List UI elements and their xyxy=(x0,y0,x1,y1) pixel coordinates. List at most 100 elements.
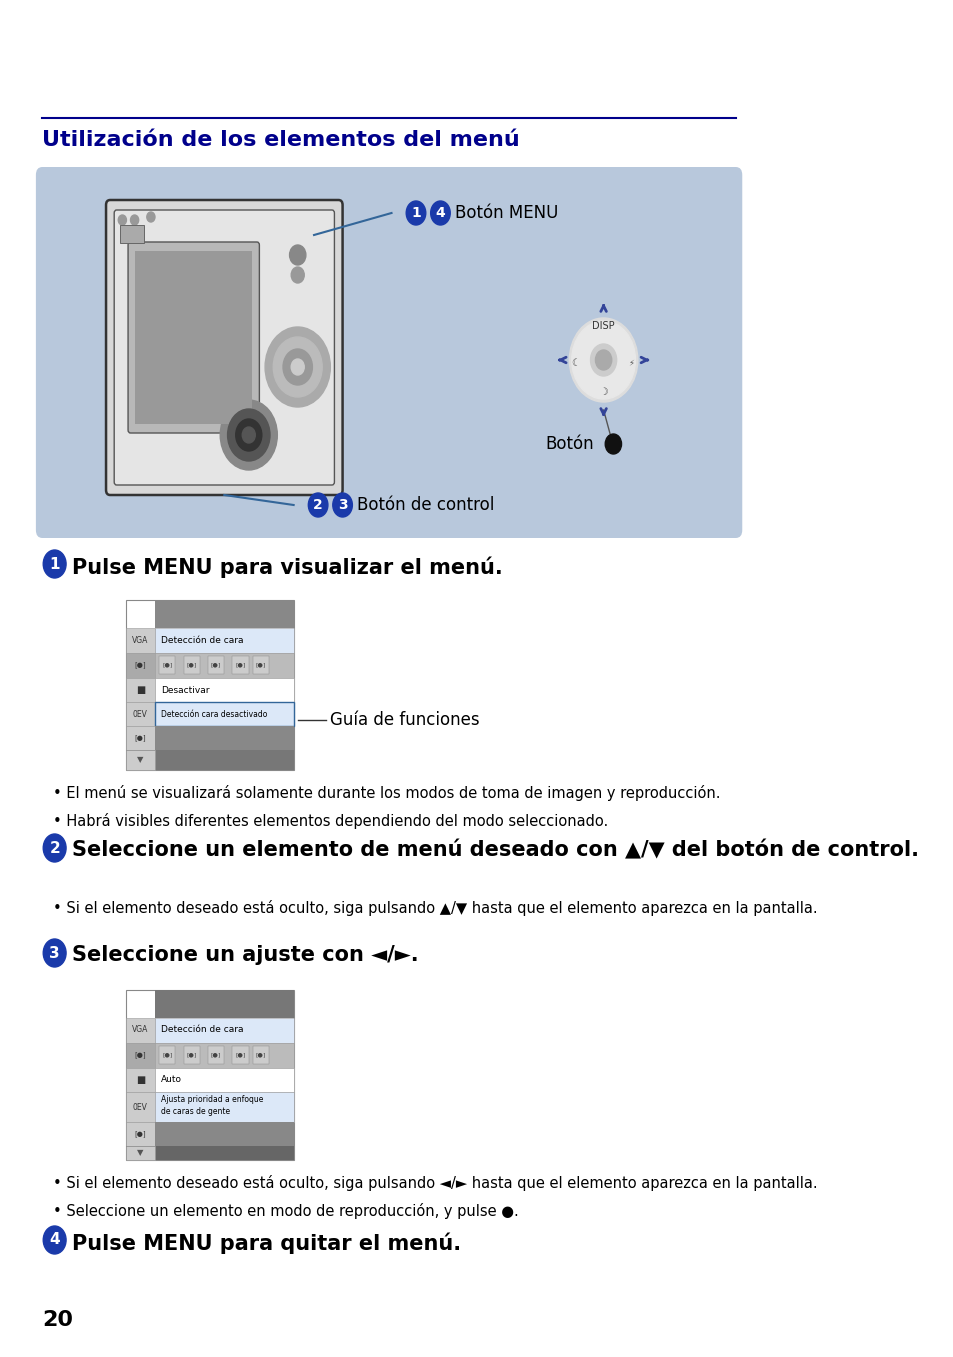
Circle shape xyxy=(595,350,611,370)
Text: ▼: ▼ xyxy=(137,1148,143,1158)
Text: [●]: [●] xyxy=(134,734,146,741)
Circle shape xyxy=(43,939,66,968)
Text: 1: 1 xyxy=(411,206,420,220)
Text: 3: 3 xyxy=(50,946,60,961)
FancyBboxPatch shape xyxy=(127,653,154,678)
FancyBboxPatch shape xyxy=(127,726,154,750)
Circle shape xyxy=(558,305,647,415)
FancyBboxPatch shape xyxy=(154,678,294,702)
Text: • Si el elemento deseado está oculto, siga pulsando ▲/▼ hasta que el elemento ap: • Si el elemento deseado está oculto, si… xyxy=(53,900,817,916)
Text: [●]: [●] xyxy=(134,1052,146,1058)
Text: [●]: [●] xyxy=(255,1053,266,1057)
FancyBboxPatch shape xyxy=(114,210,335,484)
Circle shape xyxy=(590,345,616,376)
Text: [●]: [●] xyxy=(255,662,266,668)
Text: [●]: [●] xyxy=(134,1130,146,1137)
Circle shape xyxy=(220,400,277,470)
FancyBboxPatch shape xyxy=(154,702,294,726)
FancyBboxPatch shape xyxy=(154,600,294,628)
Text: 4: 4 xyxy=(436,206,445,220)
Text: ■: ■ xyxy=(135,685,145,695)
Text: [●]: [●] xyxy=(235,1053,246,1057)
Circle shape xyxy=(131,214,138,225)
FancyBboxPatch shape xyxy=(154,653,294,678)
Circle shape xyxy=(283,349,312,385)
FancyBboxPatch shape xyxy=(127,1044,154,1068)
Text: [●]: [●] xyxy=(134,662,146,669)
Text: Detección de cara: Detección de cara xyxy=(160,1026,243,1034)
FancyBboxPatch shape xyxy=(36,167,741,537)
FancyBboxPatch shape xyxy=(154,1092,294,1122)
FancyBboxPatch shape xyxy=(183,655,199,674)
FancyBboxPatch shape xyxy=(154,1044,294,1068)
Text: • Habrá visibles diferentes elementos dependiendo del modo seleccionado.: • Habrá visibles diferentes elementos de… xyxy=(53,813,608,829)
Text: • Seleccione un elemento en modo de reproducción, y pulse ●.: • Seleccione un elemento en modo de repr… xyxy=(53,1204,518,1219)
FancyBboxPatch shape xyxy=(233,655,249,674)
Text: Utilización de los elementos del menú: Utilización de los elementos del menú xyxy=(42,130,519,151)
Circle shape xyxy=(604,434,621,455)
FancyBboxPatch shape xyxy=(127,1147,294,1160)
Text: [●]: [●] xyxy=(186,1053,196,1057)
Text: Seleccione un elemento de menú deseado con ▲/▼ del botón de control.: Seleccione un elemento de menú deseado c… xyxy=(71,840,918,860)
Circle shape xyxy=(571,322,635,399)
Text: 3: 3 xyxy=(337,498,347,512)
FancyBboxPatch shape xyxy=(120,225,144,243)
Text: Detección cara desactivado: Detección cara desactivado xyxy=(160,710,267,718)
Circle shape xyxy=(43,550,66,578)
FancyBboxPatch shape xyxy=(127,1122,154,1147)
FancyBboxPatch shape xyxy=(127,1147,154,1160)
Text: Botón MENU: Botón MENU xyxy=(455,204,558,223)
Text: Auto: Auto xyxy=(160,1076,181,1084)
FancyBboxPatch shape xyxy=(183,1046,199,1064)
Text: Botón de control: Botón de control xyxy=(356,497,494,514)
Text: ⚡: ⚡ xyxy=(628,358,634,368)
Text: 2: 2 xyxy=(50,840,60,855)
FancyBboxPatch shape xyxy=(106,199,342,495)
Text: VGA: VGA xyxy=(132,635,149,645)
Circle shape xyxy=(291,360,304,375)
Text: de caras de gente: de caras de gente xyxy=(160,1107,230,1117)
FancyBboxPatch shape xyxy=(127,1068,154,1092)
Circle shape xyxy=(265,327,330,407)
Text: ☾: ☾ xyxy=(571,358,579,368)
Circle shape xyxy=(273,337,322,398)
FancyBboxPatch shape xyxy=(233,1046,249,1064)
FancyBboxPatch shape xyxy=(128,242,259,433)
Text: Guía de funciones: Guía de funciones xyxy=(330,711,479,729)
Circle shape xyxy=(308,493,328,517)
FancyBboxPatch shape xyxy=(127,1092,154,1122)
Circle shape xyxy=(333,493,352,517)
FancyBboxPatch shape xyxy=(127,1018,154,1044)
Circle shape xyxy=(235,419,261,451)
Circle shape xyxy=(290,246,306,265)
FancyBboxPatch shape xyxy=(127,678,154,702)
Text: 0EV: 0EV xyxy=(132,710,148,718)
Text: Pulse MENU para quitar el menú.: Pulse MENU para quitar el menú. xyxy=(71,1232,460,1254)
Circle shape xyxy=(43,835,66,862)
Text: 1: 1 xyxy=(50,556,60,571)
Text: [●]: [●] xyxy=(211,1053,221,1057)
Text: Botón: Botón xyxy=(544,436,593,453)
Text: 20: 20 xyxy=(42,1310,73,1330)
Text: [●]: [●] xyxy=(186,662,196,668)
Text: 0EV: 0EV xyxy=(132,1102,148,1111)
Text: Seleccione un ajuste con ◄/►.: Seleccione un ajuste con ◄/►. xyxy=(71,944,418,965)
FancyBboxPatch shape xyxy=(208,655,224,674)
Text: Ajusta prioridad a enfoque: Ajusta prioridad a enfoque xyxy=(160,1095,263,1105)
Text: [●]: [●] xyxy=(162,662,172,668)
Circle shape xyxy=(406,201,425,225)
FancyBboxPatch shape xyxy=(127,628,154,653)
FancyBboxPatch shape xyxy=(159,655,175,674)
FancyBboxPatch shape xyxy=(127,600,294,769)
Text: ▼: ▼ xyxy=(137,756,143,764)
Circle shape xyxy=(228,408,270,461)
Text: Detección de cara: Detección de cara xyxy=(160,635,243,645)
FancyBboxPatch shape xyxy=(127,750,294,769)
Text: [●]: [●] xyxy=(211,662,221,668)
Text: ■: ■ xyxy=(135,1075,145,1086)
Text: DISP: DISP xyxy=(592,322,615,331)
FancyBboxPatch shape xyxy=(159,1046,175,1064)
FancyBboxPatch shape xyxy=(253,655,269,674)
FancyBboxPatch shape xyxy=(154,726,294,750)
FancyBboxPatch shape xyxy=(154,628,294,653)
